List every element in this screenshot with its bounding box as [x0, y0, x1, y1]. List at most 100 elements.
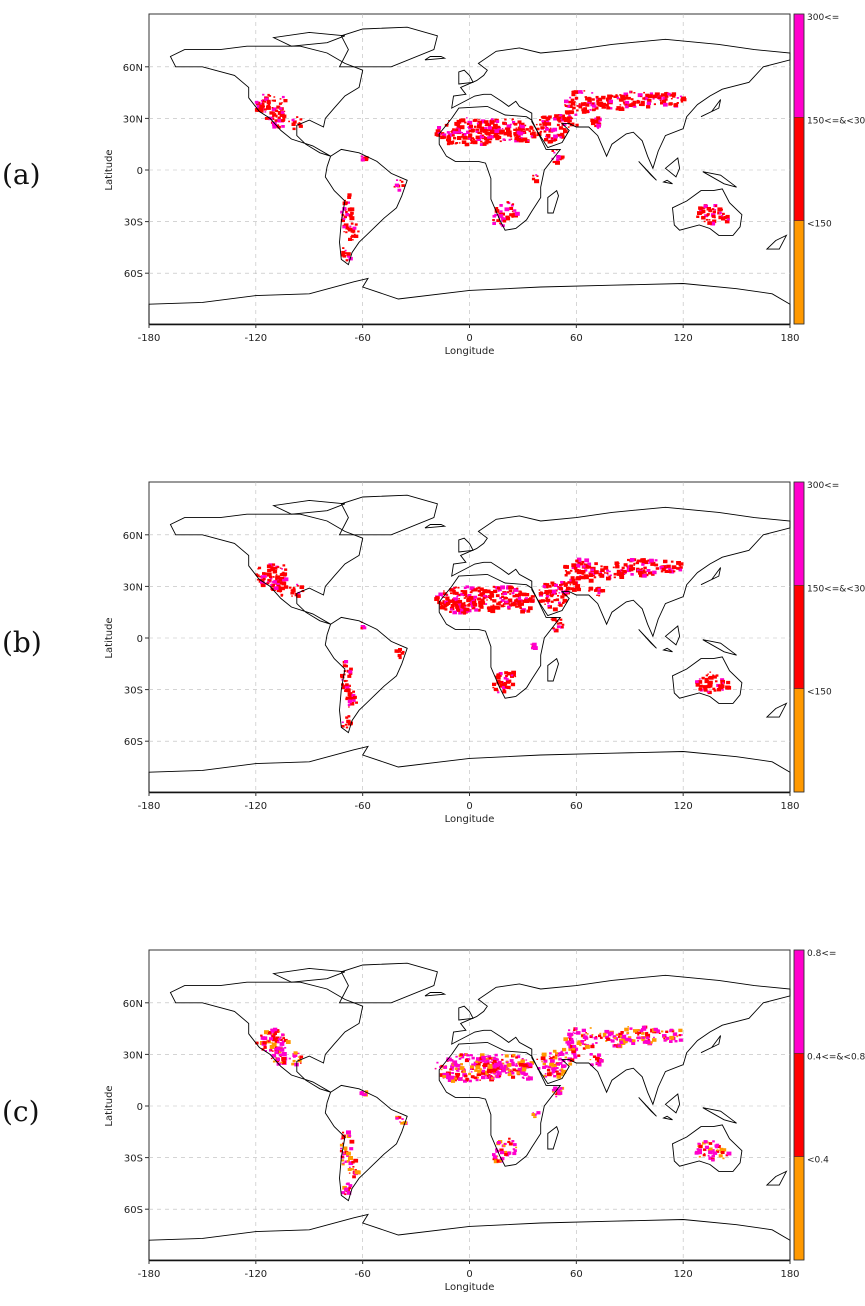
data-pixel [722, 682, 724, 684]
data-pixel [451, 1072, 455, 1075]
data-pixel [531, 131, 536, 135]
data-pixel [495, 1149, 500, 1153]
panel-label-c: (c) [2, 1095, 40, 1128]
x-axis-label: Longitude [445, 1282, 495, 1293]
data-pixel [482, 596, 486, 600]
data-pixel [492, 682, 497, 686]
data-pixel [533, 1116, 536, 1119]
coastline [438, 105, 562, 231]
data-pixel [480, 140, 483, 143]
data-pixel [280, 114, 283, 117]
data-pixel [502, 219, 507, 223]
data-pixel [700, 211, 703, 214]
coastline [324, 148, 408, 266]
data-pixel [449, 1075, 452, 1078]
data-pixel [349, 667, 353, 671]
data-pixel [711, 214, 716, 218]
data-pixel [445, 601, 450, 605]
data-pixel [564, 583, 568, 586]
data-pixel [551, 593, 555, 596]
data-pixel [517, 1067, 522, 1071]
data-pixel [477, 597, 482, 601]
data-pixel [345, 1183, 348, 1185]
data-pixel [512, 1068, 517, 1072]
data-pixel [527, 139, 529, 142]
data-pixel [576, 587, 581, 592]
data-pixel [553, 629, 556, 631]
x-tick-label: 120 [674, 1269, 693, 1280]
data-pixel [450, 599, 455, 603]
data-pixel [512, 212, 516, 216]
data-pixel [468, 603, 470, 605]
data-pixel [480, 132, 483, 135]
data-pixel [499, 1075, 502, 1078]
y-tick-label: 60N [123, 999, 143, 1010]
data-pixel [288, 586, 292, 589]
data-pixel [282, 579, 285, 582]
data-pixel [544, 1073, 547, 1075]
data-pixel [457, 1077, 463, 1081]
data-pixel [479, 1079, 481, 1081]
data-pixel [509, 1059, 514, 1063]
data-pixel [274, 1050, 279, 1054]
data-pixel [552, 160, 556, 164]
data-pixel [570, 1041, 575, 1044]
data-pixel [547, 605, 552, 609]
data-pixel [619, 1038, 624, 1042]
data-pixel [254, 108, 260, 112]
data-pixel [296, 583, 299, 586]
data-pixel [525, 128, 529, 131]
data-pixel [524, 599, 529, 603]
data-pixel [266, 581, 270, 585]
data-pixel [348, 1156, 353, 1160]
data-pixel [490, 599, 492, 601]
data-pixel [442, 133, 447, 137]
data-pixel [465, 595, 468, 598]
data-pixel [300, 1062, 302, 1064]
data-pixel [712, 210, 716, 214]
data-pixel [283, 99, 288, 103]
data-pixel [493, 124, 498, 128]
data-pixel [570, 580, 574, 584]
data-pixel [276, 1058, 280, 1061]
data-pixel [653, 1036, 655, 1039]
map-panel-b: -180 -120 -60 0 60 120 180 Longitude 60N 30N 0 30S 6… [0, 468, 865, 838]
data-pixel [459, 125, 465, 130]
data-pixel [471, 1063, 474, 1066]
data-pixel [593, 576, 597, 579]
data-pixel [544, 590, 550, 594]
data-pixel [506, 127, 511, 131]
legend-label: <0.4 [807, 1156, 829, 1166]
data-pixel [500, 585, 505, 590]
data-pixel [675, 567, 677, 569]
x-tick-label: 180 [780, 1269, 799, 1280]
data-pixel [584, 563, 587, 566]
data-pixel [718, 1154, 723, 1158]
data-pixel [351, 1168, 354, 1171]
data-pixel [585, 1044, 590, 1049]
data-pixel [569, 584, 572, 586]
data-pixel [466, 597, 470, 600]
data-pixel [623, 95, 625, 97]
data-pixel [439, 602, 442, 605]
x-tick-label: 120 [674, 333, 693, 344]
data-pixel [355, 701, 358, 704]
data-pixel [575, 577, 578, 580]
data-pixel [606, 572, 609, 575]
data-pixel [569, 96, 572, 99]
data-pixel [555, 160, 560, 165]
data-pixel [493, 589, 498, 594]
data-pixel [575, 123, 579, 127]
data-pixel [296, 585, 299, 587]
data-pixel [538, 592, 543, 596]
data-pixel [697, 1145, 699, 1147]
data-pixel [607, 94, 612, 99]
data-pixel [493, 132, 499, 136]
data-pixel [609, 1039, 613, 1041]
data-pixel [341, 1162, 345, 1166]
data-pixel [615, 1033, 618, 1036]
data-pixel [577, 562, 581, 565]
data-pixel [509, 593, 512, 595]
data-pixel [469, 124, 473, 128]
data-pixel [532, 642, 537, 647]
